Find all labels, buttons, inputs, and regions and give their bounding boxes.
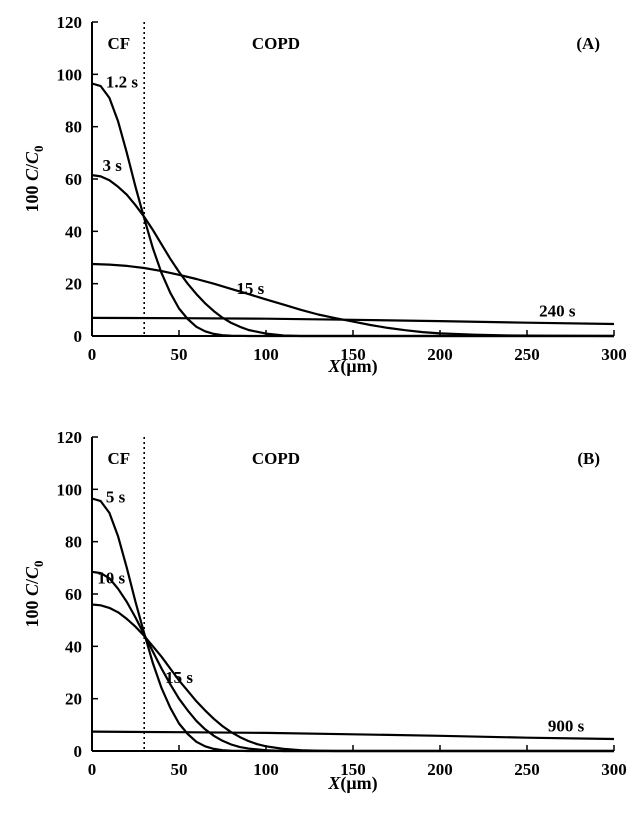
y-axis-title-part: C	[22, 566, 42, 579]
x-tick-label: 250	[514, 760, 540, 779]
x-axis-unit: (μm)	[340, 356, 377, 377]
series-label: 240 s	[539, 301, 576, 320]
y-tick-label: 0	[74, 327, 83, 346]
x-tick-label: 300	[601, 760, 627, 779]
region-label-copd: COPD	[252, 34, 300, 53]
y-axis-title-part: 0	[31, 145, 46, 152]
y-tick-label: 100	[57, 480, 83, 499]
y-tick-label: 20	[65, 690, 82, 709]
y-axis-title-part: 100	[22, 596, 42, 628]
x-axis-title: X(μm)	[327, 773, 377, 794]
y-axis-title-part: C	[22, 168, 42, 181]
x-tick-label: 150	[340, 760, 366, 779]
x-axis-title: X(μm)	[327, 356, 377, 377]
series-line	[91, 603, 614, 753]
y-axis-title-part: 100	[22, 181, 42, 213]
y-tick-label: 120	[57, 428, 83, 447]
series-label: 15 s	[236, 279, 264, 298]
series-line	[91, 570, 614, 753]
y-axis-title: 100 C/C0	[22, 560, 46, 627]
y-axis-title-part: 0	[31, 560, 46, 567]
series-label: 900 s	[548, 716, 585, 735]
x-axis-unit: (μm)	[340, 773, 377, 794]
y-tick-label: 80	[65, 533, 82, 552]
x-tick-label: 300	[601, 345, 627, 364]
series-label: 15 s	[165, 668, 193, 687]
x-tick-label: 200	[427, 760, 453, 779]
x-tick-label: 0	[88, 345, 97, 364]
series-label: 5 s	[106, 487, 126, 506]
y-tick-label: 60	[65, 170, 82, 189]
x-tick-label: 250	[514, 345, 540, 364]
y-tick-label: 40	[65, 222, 82, 241]
series-line	[91, 82, 614, 338]
y-tick-label: 20	[65, 275, 82, 294]
series-line	[91, 174, 614, 338]
x-axis-var: X	[327, 773, 341, 793]
series-label: 1.2 s	[106, 72, 139, 91]
x-tick-label: 200	[427, 345, 453, 364]
region-label-cf: CF	[107, 34, 130, 53]
panel-a: 0 20 40 60 80 100 120 0 50 100 150 200 250 300 X(μm) 10…	[22, 13, 627, 377]
y-tick-label: 40	[65, 637, 82, 656]
series-label: 3 s	[102, 156, 122, 175]
x-tick-label: 100	[253, 345, 279, 364]
y-tick-label: 80	[65, 118, 82, 137]
x-tick-label: 50	[171, 345, 188, 364]
x-tick-label: 50	[171, 760, 188, 779]
x-tick-label: 100	[253, 760, 279, 779]
panel-label: (B)	[577, 449, 600, 468]
series-label: 10 s	[97, 569, 125, 588]
y-tick-label: 60	[65, 585, 82, 604]
y-axis-title: 100 C/C0	[22, 145, 46, 212]
panel-b: 0 20 40 60 80 100 120 0 50 100 150 200 250 300 X(μm) 10…	[22, 428, 627, 794]
series-line	[91, 730, 615, 741]
y-tick-label: 120	[57, 13, 83, 32]
series-line	[91, 262, 615, 338]
y-tick-label: 0	[74, 742, 83, 761]
series-line	[91, 497, 614, 753]
region-label-copd: COPD	[252, 449, 300, 468]
region-label-cf: CF	[107, 449, 130, 468]
series-line	[91, 316, 615, 326]
panel-label: (A)	[576, 34, 600, 53]
y-tick-label: 100	[57, 65, 83, 84]
x-tick-label: 0	[88, 760, 97, 779]
y-axis-title-part: C	[22, 583, 42, 596]
y-axis-title-part: /	[22, 578, 42, 585]
x-tick-label: 150	[340, 345, 366, 364]
x-axis-var: X	[327, 356, 341, 376]
y-axis-title-part: /	[22, 163, 42, 170]
y-axis-title-part: C	[22, 151, 42, 164]
